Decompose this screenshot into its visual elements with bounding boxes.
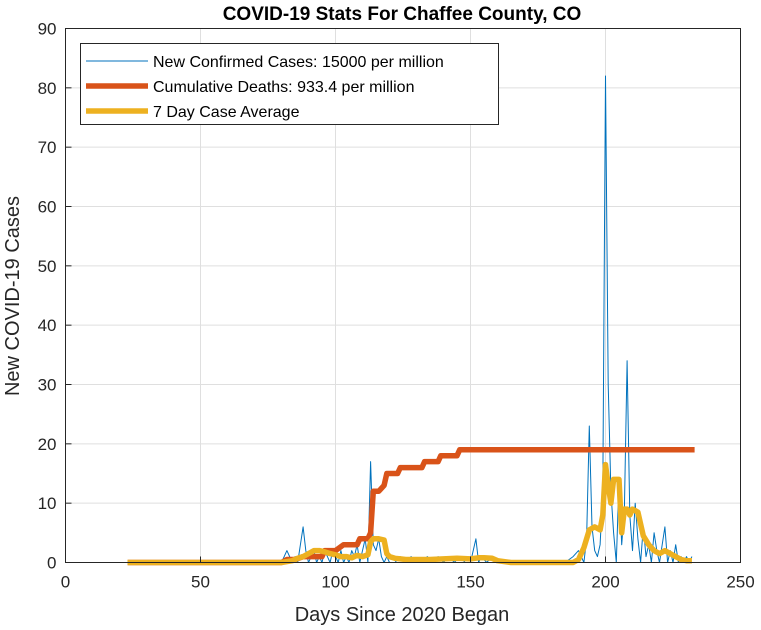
x-tick-label: 100 (321, 573, 349, 592)
legend-entry: New Confirmed Cases: 15000 per million (153, 54, 444, 71)
y-tick-label: 40 (38, 316, 57, 335)
x-axis-label: Days Since 2020 Began (295, 604, 510, 626)
series-lines (127, 75, 695, 566)
y-tick-label: 60 (38, 198, 57, 217)
x-tick-label: 0 (61, 573, 70, 592)
y-tick-label: 30 (38, 376, 57, 395)
plot-frame (65, 28, 741, 563)
x-tick-label: 50 (191, 573, 210, 592)
chart-title: COVID-19 Stats For Chaffee County, CO (223, 4, 582, 25)
legend-box (80, 43, 499, 125)
series-line-3 (127, 461, 692, 566)
x-tick-label: 250 (726, 573, 754, 592)
y-tick-label: 20 (38, 435, 57, 454)
y-tick-label: 50 (38, 257, 57, 276)
series-line-2 (127, 447, 695, 566)
y-tick-label: 0 (47, 554, 56, 573)
y-axis-label: New COVID-19 Cases (2, 196, 24, 396)
y-tick-label: 90 (38, 20, 57, 39)
axis-ticks: 0 50 100 150 200 250 0 10 20 30 40 50 60 70 80 90 (38, 20, 755, 592)
x-tick-label: 200 (591, 573, 619, 592)
y-tick-label: 80 (38, 79, 57, 98)
x-tick-label: 150 (456, 573, 484, 592)
legend-entry: Cumulative Deaths: 933.4 per million (153, 79, 414, 96)
y-tick-label: 70 (38, 138, 57, 157)
legend: New Confirmed Cases: 15000 per million Cu… (80, 43, 499, 125)
legend-entry: 7 Day Case Average (153, 104, 300, 121)
y-tick-label: 10 (38, 494, 57, 513)
